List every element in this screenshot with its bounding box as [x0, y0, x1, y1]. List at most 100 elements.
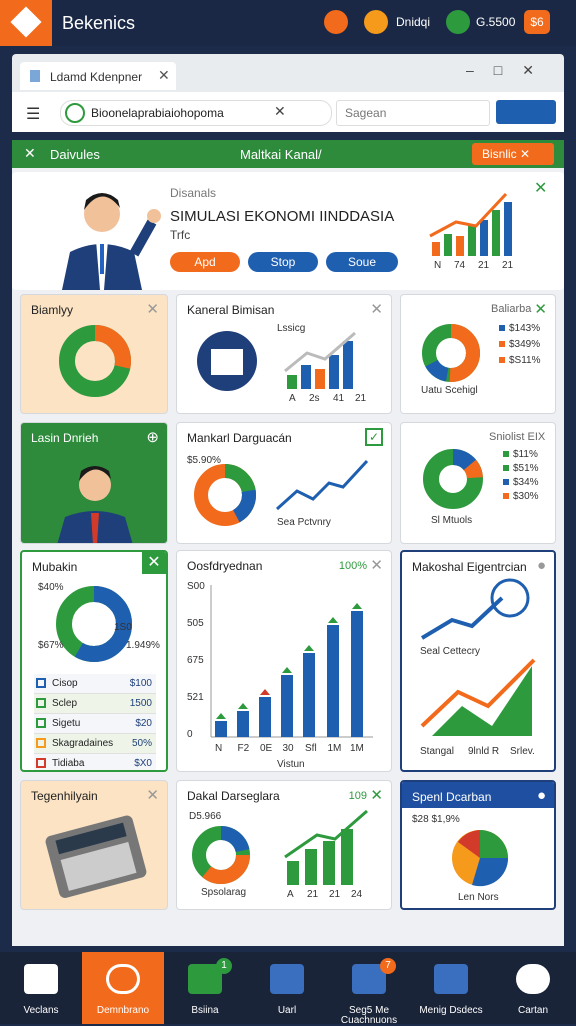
- decoration: [503, 479, 509, 485]
- menu[interactable]: ☰: [26, 106, 41, 123]
- nav-item[interactable]: Seg5 Me Cuachnuons: [328, 952, 410, 1026]
- card: Makoshal Eigentrcian ● Seal Cettecry Stang…: [400, 550, 556, 772]
- x-tick-label: 1M: [350, 743, 364, 754]
- card-label: Seal Cettecry: [420, 646, 480, 657]
- decoration: [211, 349, 243, 375]
- header-left: Daivules: [50, 147, 100, 162]
- account-buttons[interactable]: [496, 100, 556, 124]
- icon[interactable]: [364, 10, 388, 34]
- card-label: D5.966: [189, 811, 222, 822]
- nav-item[interactable]: Cartan: [492, 952, 574, 1024]
- legend-item: $34%: [513, 477, 539, 488]
- card: Spenl Dcarban ● $28 $1,9% Len Nors: [400, 780, 556, 910]
- decoration: [343, 341, 353, 389]
- row-icon: [36, 738, 46, 748]
- axis-label: 21: [355, 393, 367, 404]
- legend-item: $30%: [513, 491, 539, 502]
- decoration: ✕: [370, 301, 383, 318]
- card: Lasin Dnrieh ⊕: [20, 422, 168, 544]
- axis-label: A: [287, 889, 294, 900]
- hero-button[interactable]: Apd: [170, 252, 240, 272]
- decoration: [420, 658, 536, 728]
- search-box[interactable]: Sagean: [336, 100, 490, 126]
- decoration: [499, 357, 505, 363]
- nav-item[interactable]: Menig Dsdecs: [410, 952, 492, 1024]
- decoration: [275, 459, 369, 511]
- tab[interactable]: Ldamd Kdenpner ✕: [20, 62, 176, 90]
- close[interactable]: ✕: [142, 552, 166, 574]
- nav-item[interactable]: Demnbrano: [82, 952, 164, 1024]
- legend-item: $S11%: [509, 355, 541, 366]
- caption: Sea Pctvnry: [277, 517, 331, 528]
- y-tick-label: 0: [187, 729, 193, 740]
- legend-item: $349%: [509, 339, 540, 350]
- nav-item[interactable]: Veclans: [0, 952, 82, 1024]
- header-button[interactable]: Bisnlic ✕: [472, 143, 554, 165]
- nav-label: Bsiina: [191, 1005, 219, 1016]
- row-label: Sigetu: [52, 718, 81, 729]
- nav-label: Veclans: [23, 1005, 59, 1016]
- decoration: [259, 697, 271, 737]
- nav-item[interactable]: Uarl: [246, 952, 328, 1024]
- decoration: [60, 841, 137, 891]
- illustration: S00 505 675 521 0 N F2 0E 30 Sfl 1M 1M Vistun: [187, 581, 373, 770]
- hero-axis-label: 74: [454, 260, 466, 271]
- decoration: [192, 826, 250, 884]
- row-value: $X0: [134, 758, 152, 769]
- decoration: ✕: [146, 301, 159, 318]
- decoration: [444, 234, 452, 256]
- decoration: [55, 822, 127, 855]
- decoration: [351, 611, 363, 737]
- decoration: [287, 861, 299, 885]
- hero-axis-label: 21: [478, 260, 490, 271]
- decoration: [284, 809, 368, 859]
- caption: Vistun: [277, 759, 305, 770]
- card: Biamlyy ✕: [20, 294, 168, 414]
- list-row: Sigetu $20: [34, 714, 156, 734]
- hero-button[interactable]: Stop: [248, 252, 318, 272]
- x-tick-label: 1M: [328, 743, 342, 754]
- card-title: Biamlyy: [31, 303, 74, 317]
- decoration: [480, 830, 508, 858]
- icon[interactable]: [446, 10, 470, 34]
- axis-label: 2s: [309, 393, 320, 404]
- row-value: 50%: [131, 738, 152, 749]
- clear[interactable]: ✕: [274, 103, 286, 119]
- nav-item[interactable]: Bsiina: [164, 952, 246, 1024]
- decoration: [194, 464, 256, 526]
- logo[interactable]: [0, 0, 52, 46]
- address-bar[interactable]: Bioonelaprabiaiohopoma: [60, 100, 332, 126]
- illustration: D5.966 Spsolarag A 21 21 24: [189, 809, 368, 900]
- caption: Uatu Scehigl: [421, 385, 478, 396]
- icon[interactable]: [324, 10, 348, 34]
- row-label: Sclep: [52, 698, 78, 709]
- decoration: ✕: [534, 301, 547, 318]
- x-tick-label: 30: [283, 743, 295, 754]
- card: Kaneral Bimisan ✕ Lssicg A 2s 41 21: [176, 294, 392, 414]
- decoration: ●: [536, 787, 546, 804]
- decoration: [504, 202, 512, 256]
- top-item[interactable]: $6: [524, 10, 550, 34]
- row-icon: [36, 758, 46, 768]
- decoration: [420, 596, 504, 640]
- window-controls[interactable]: –□✕: [466, 62, 554, 78]
- decoration: [480, 220, 488, 256]
- decoration: [323, 841, 335, 885]
- badge: 109: [348, 790, 367, 802]
- decoration: ●: [536, 557, 546, 574]
- hero-chart: N 74 21 21: [429, 192, 514, 271]
- decoration: [303, 653, 315, 737]
- y-tick-label: 675: [187, 655, 204, 666]
- decoration: [84, 196, 120, 232]
- hero-button[interactable]: Soue: [326, 252, 398, 272]
- decoration: [287, 375, 297, 389]
- hero-subtitle: Trfc: [170, 228, 191, 242]
- hero-title: SIMULASI EKONOMI IINDDASIA: [170, 208, 395, 225]
- decoration: [301, 365, 311, 389]
- card: Baliarba ✕ $143% $349% $S11% Uatu Scehigl: [400, 294, 556, 414]
- card-title: Mubakin: [32, 560, 78, 574]
- top-bar: [0, 0, 576, 46]
- illustration: $40% $67% 1.949% 1S0: [38, 582, 160, 662]
- brand: Bekenics: [62, 13, 136, 33]
- decoration: [100, 244, 104, 274]
